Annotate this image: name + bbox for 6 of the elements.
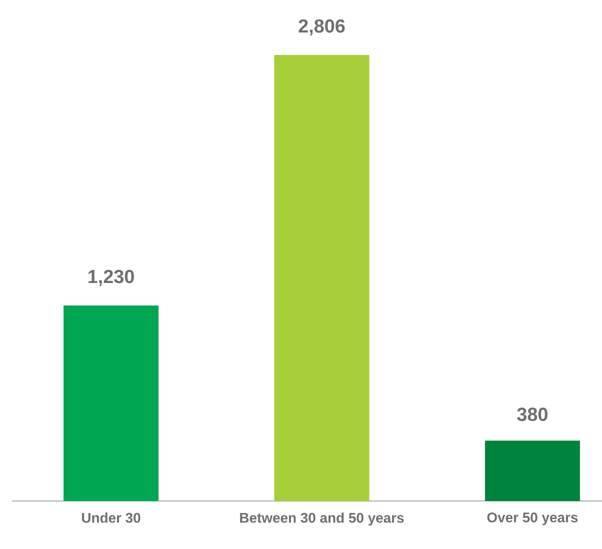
data-label: 380 — [517, 408, 548, 422]
data-label: 2,806 — [298, 19, 345, 36]
x-tick-label: Under 30 — [82, 512, 140, 523]
x-tick-label: Over 50 years — [487, 512, 578, 526]
data-label: 1,230 — [88, 270, 134, 286]
x-tick-label: Between 30 and 50 years — [240, 512, 404, 526]
